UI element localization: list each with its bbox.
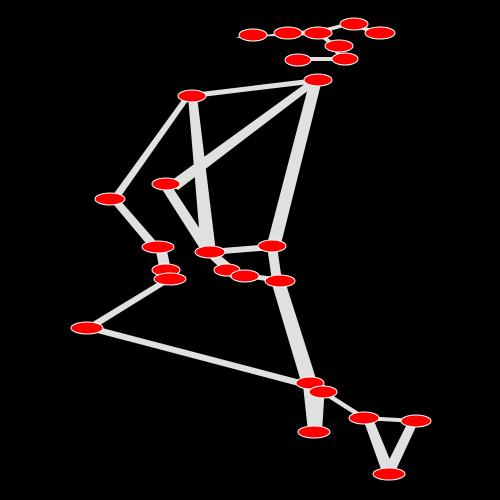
- graph-node[interactable]: [141, 240, 175, 254]
- graph-node[interactable]: [308, 385, 338, 399]
- node-layer: [70, 17, 432, 481]
- graph-node[interactable]: [194, 245, 226, 259]
- graph-node[interactable]: [303, 26, 333, 40]
- graph-edge: [271, 281, 318, 385]
- graph-edge: [110, 95, 192, 199]
- graph-edge: [86, 278, 171, 330]
- graph-node[interactable]: [230, 269, 260, 283]
- graph-edge: [210, 244, 272, 255]
- graph-node[interactable]: [297, 425, 331, 439]
- graph-edge: [267, 246, 282, 281]
- graph-node[interactable]: [339, 17, 369, 31]
- graph-node[interactable]: [284, 53, 312, 67]
- graph-node[interactable]: [372, 467, 406, 481]
- graph-node[interactable]: [273, 26, 303, 40]
- graph-node[interactable]: [303, 73, 333, 87]
- graph-node[interactable]: [264, 274, 296, 288]
- graph-node[interactable]: [177, 89, 207, 103]
- graph-edge: [266, 80, 322, 248]
- graph-edge: [160, 182, 215, 255]
- graph-edge: [188, 96, 216, 252]
- graph-node[interactable]: [364, 26, 396, 40]
- graph-node[interactable]: [348, 411, 380, 425]
- graph-edge: [192, 78, 318, 98]
- graph-node[interactable]: [70, 321, 104, 335]
- graph-node[interactable]: [400, 414, 432, 428]
- graph-node[interactable]: [331, 52, 359, 66]
- graph-edge: [86, 324, 312, 389]
- graph-edge: [109, 199, 160, 248]
- graph-node[interactable]: [238, 28, 268, 42]
- graph-node[interactable]: [153, 272, 187, 286]
- graph-node[interactable]: [94, 192, 126, 206]
- graph-node[interactable]: [151, 177, 181, 191]
- graph-edge: [383, 418, 420, 472]
- graph-node[interactable]: [324, 39, 354, 53]
- graph-node[interactable]: [295, 376, 325, 390]
- graph-edge: [322, 390, 365, 420]
- graph-edge: [168, 78, 322, 190]
- graph-node[interactable]: [257, 239, 287, 253]
- graph-edge: [362, 416, 395, 472]
